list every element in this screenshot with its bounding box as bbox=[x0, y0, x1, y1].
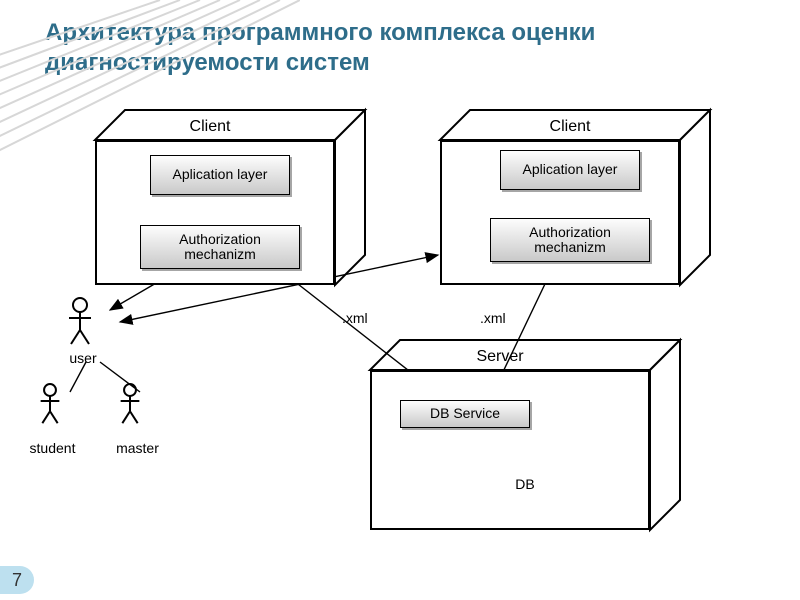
actor-master-label: master bbox=[110, 440, 165, 456]
client2-app-layer: Aplication layer bbox=[500, 150, 640, 190]
arrow-user-student bbox=[70, 362, 86, 392]
client1-app-layer: Aplication layer bbox=[150, 155, 290, 195]
db-label: DB bbox=[500, 476, 550, 492]
xml-label-2: .xml bbox=[480, 310, 506, 326]
page-number-badge: 7 bbox=[0, 566, 34, 594]
client1-label: Client bbox=[170, 118, 250, 136]
actor-student-icon bbox=[41, 384, 60, 423]
client1-auth: Authorization mechanizm bbox=[140, 225, 300, 269]
client2-auth: Authorization mechanizm bbox=[490, 218, 650, 262]
xml-label-1: .xml bbox=[342, 310, 368, 326]
actor-student-label: student bbox=[25, 440, 80, 456]
diagram-stage: Client Client Server Aplication layer Au… bbox=[0, 0, 800, 600]
server-db-service: DB Service bbox=[400, 400, 530, 428]
arrow-user-master bbox=[100, 362, 140, 392]
actor-master-icon bbox=[121, 384, 140, 423]
actor-user-icon bbox=[69, 298, 91, 344]
server-label: Server bbox=[460, 348, 540, 366]
client2-label: Client bbox=[530, 118, 610, 136]
actor-user-label: user bbox=[63, 350, 103, 366]
